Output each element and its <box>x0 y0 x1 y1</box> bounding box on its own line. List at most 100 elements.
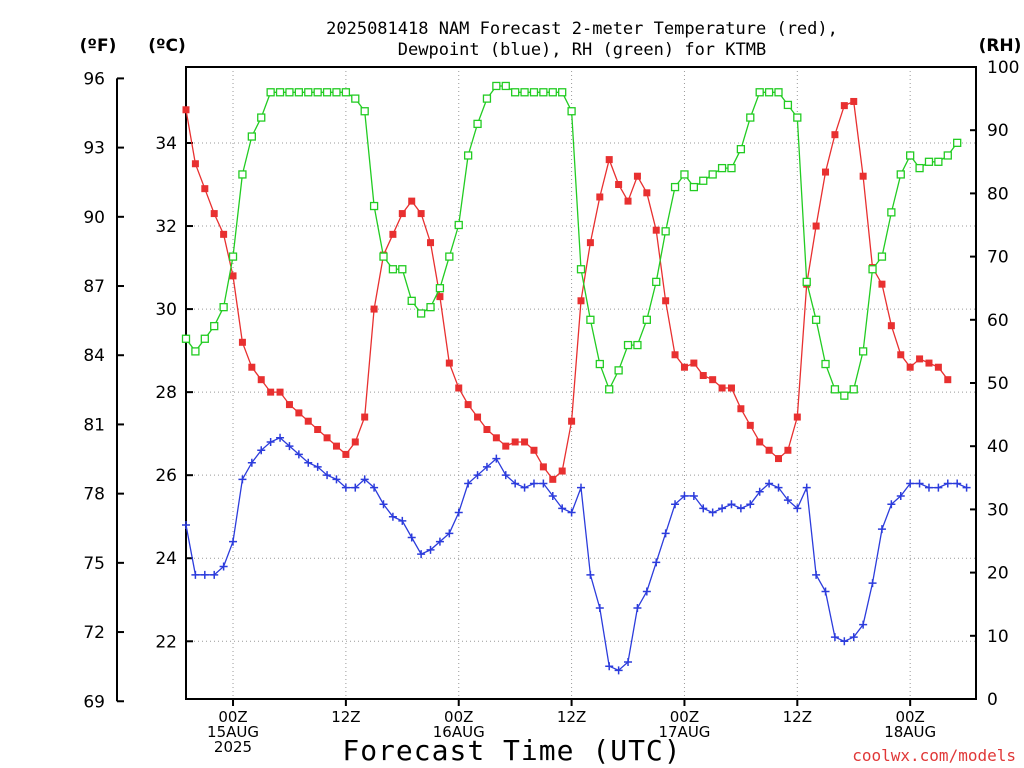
dewpoint-point <box>671 500 680 509</box>
rh-point <box>840 391 849 400</box>
dewpoint-point <box>877 525 886 534</box>
fahrenheit-tick-label: 69 <box>83 692 105 712</box>
celsius-unit-label: (ºC) <box>148 36 186 56</box>
dewpoint-point <box>962 483 971 492</box>
fahrenheit-tick-label: 84 <box>83 346 105 366</box>
rh-point <box>896 170 905 179</box>
dewpoint-point <box>304 458 313 467</box>
fahrenheit-tick-label: 75 <box>83 554 105 574</box>
temperature-point <box>351 438 359 446</box>
temperature-point <box>182 106 190 114</box>
rh-point <box>426 303 435 312</box>
rh-point <box>313 88 322 97</box>
rh-point <box>473 119 482 129</box>
dewpoint-point <box>341 483 350 492</box>
rh-point <box>802 277 811 287</box>
dewpoint-point <box>407 533 416 542</box>
temperature-point <box>257 376 265 384</box>
dewpoint-point <box>492 454 501 463</box>
fahrenheit-tick-label: 96 <box>83 69 105 89</box>
rh-point <box>670 182 680 192</box>
temperature-point <box>718 384 726 392</box>
x-tick-label: 15AUG <box>207 723 259 741</box>
temperature-point <box>539 463 547 471</box>
temperature-point <box>568 417 576 425</box>
x-axis-title: Forecast Time (UTC) <box>342 734 681 767</box>
temperature-point <box>643 189 651 197</box>
rh-point <box>238 170 247 179</box>
rh-point <box>285 88 294 97</box>
rh-tick-label: 60 <box>987 311 1009 331</box>
x-tick-label: 00Z <box>218 708 247 726</box>
rh-point <box>661 227 670 236</box>
temperature-point <box>502 442 510 450</box>
temperature-point <box>342 450 350 458</box>
dewpoint-point <box>219 562 228 571</box>
rh-point <box>746 113 755 122</box>
rh-point <box>567 107 576 116</box>
temperature-point <box>398 210 406 218</box>
x-tick-label: 00Z <box>444 708 473 726</box>
data-series <box>181 81 971 675</box>
rh-point <box>181 334 191 343</box>
temperature-point <box>586 239 594 247</box>
rh-tick-label: 80 <box>987 184 1009 204</box>
dewpoint-point <box>539 479 548 488</box>
dewpoint-point <box>313 462 322 471</box>
dewpoint-point <box>370 483 379 492</box>
temperature-point <box>756 438 764 446</box>
rh-point <box>266 88 275 97</box>
celsius-tick-label: 30 <box>155 300 177 320</box>
temperature-point <box>238 338 246 346</box>
rh-tick-label: 90 <box>987 121 1009 141</box>
dewpoint-point <box>642 587 651 596</box>
dewpoint-point <box>238 475 247 484</box>
temperature-point <box>775 455 782 463</box>
rh-point <box>435 284 445 293</box>
dewpoint-point <box>934 483 943 492</box>
dewpoint-point <box>887 500 896 509</box>
temperature-point <box>492 434 500 442</box>
rh-point <box>275 88 285 97</box>
temperature-point <box>295 409 303 417</box>
temperature-point <box>859 172 867 180</box>
rh-point <box>548 88 557 97</box>
temperature-point <box>361 413 369 421</box>
celsius-tick-label: 26 <box>155 466 177 486</box>
dewpoint-point <box>464 479 473 488</box>
fahrenheit-tick-label: 81 <box>83 415 105 435</box>
temperature-point <box>887 322 895 330</box>
title-line-2: Dewpoint (blue), RH (green) for KTMB <box>398 40 766 60</box>
temperature-point <box>727 384 735 392</box>
rh-point <box>492 81 501 91</box>
dewpoint-point <box>783 496 792 505</box>
dewpoint-point <box>529 479 538 488</box>
dewpoint-point <box>586 570 595 579</box>
rh-point <box>877 252 887 261</box>
temperature-point <box>624 197 632 205</box>
rh-point <box>811 315 821 324</box>
temperature-point <box>323 434 331 442</box>
rh-tick-label: 100 <box>987 58 1019 78</box>
rh-point <box>689 182 699 192</box>
dewpoint-point <box>323 471 332 480</box>
dewpoint-point <box>915 479 924 488</box>
rh-point <box>341 88 351 97</box>
dewpoint-point <box>736 504 745 513</box>
rh-tick-label: 30 <box>987 500 1009 520</box>
fahrenheit-tick-label: 93 <box>83 139 105 159</box>
dewpoint-point <box>426 545 435 554</box>
temperature-point <box>934 363 942 371</box>
dewpoint-point <box>755 487 764 496</box>
temperature-point <box>558 467 566 475</box>
dewpoint-point <box>351 483 360 492</box>
temperature-line <box>185 100 949 481</box>
x-tick-label: 00Z <box>895 708 924 726</box>
rh-point <box>369 201 379 211</box>
rh-point <box>764 88 774 97</box>
rh-point <box>849 385 858 394</box>
dewpoint-point <box>765 479 774 488</box>
fahrenheit-unit-label: (ºF) <box>80 36 117 56</box>
temperature-point <box>389 230 397 238</box>
temperature-point <box>699 372 707 380</box>
